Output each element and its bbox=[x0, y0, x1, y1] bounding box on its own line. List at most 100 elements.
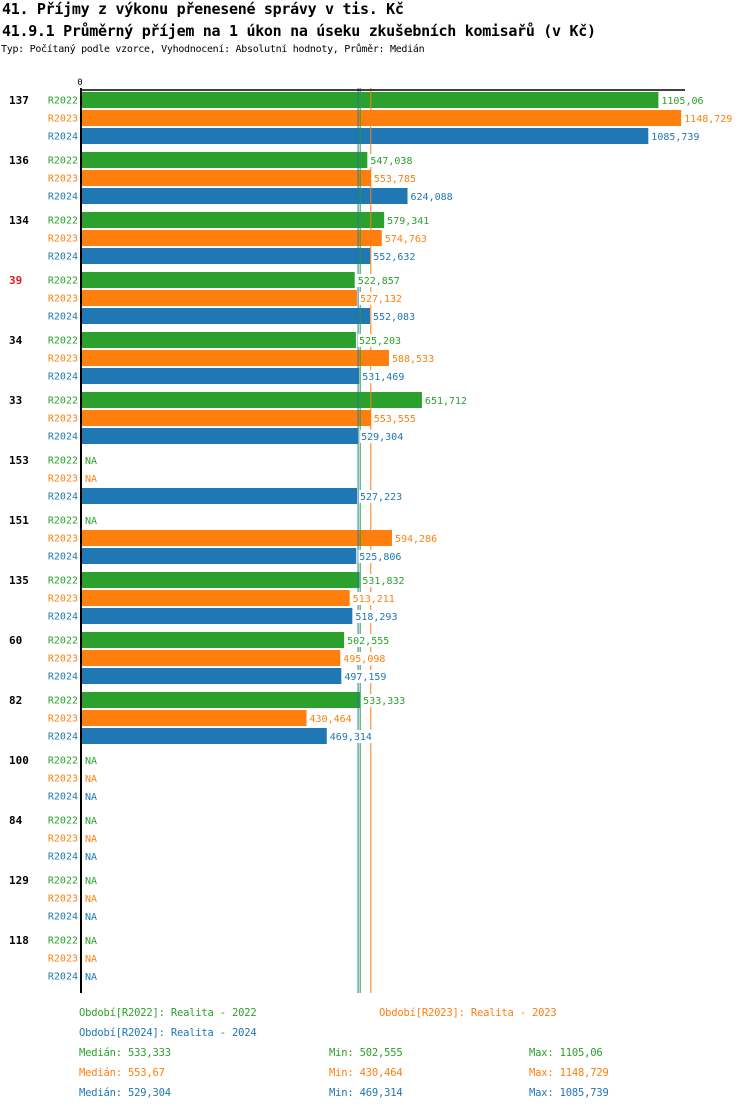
bar bbox=[82, 728, 327, 744]
legend-median-r2024: Medián: 529,304 bbox=[79, 1087, 171, 1099]
x-tick-label: 0 bbox=[77, 78, 82, 88]
value-label-bg bbox=[371, 310, 417, 323]
series-row-label: R2023 bbox=[48, 714, 78, 725]
category-label: 60 bbox=[9, 634, 22, 647]
value-label: 469,314 bbox=[330, 732, 372, 743]
value-label-bg bbox=[372, 412, 418, 425]
series-row-label: R2023 bbox=[48, 174, 78, 185]
series-row-label: R2023 bbox=[48, 594, 78, 605]
bar bbox=[82, 272, 355, 288]
value-label: 547,038 bbox=[370, 156, 412, 167]
value-label: 624,088 bbox=[411, 192, 453, 203]
bar bbox=[82, 392, 422, 408]
series-row-label: R2024 bbox=[48, 852, 78, 863]
category-label: 34 bbox=[9, 334, 23, 347]
na-label: NA bbox=[85, 792, 97, 803]
value-label-bg bbox=[84, 910, 99, 923]
series-row-label: R2023 bbox=[48, 834, 78, 845]
value-label-bg bbox=[84, 514, 99, 527]
bar bbox=[82, 212, 385, 228]
value-label: 495,098 bbox=[343, 654, 385, 665]
series-row-label: R2022 bbox=[48, 216, 78, 227]
value-label: 1105,06 bbox=[661, 96, 703, 107]
value-label: 497,159 bbox=[344, 672, 386, 683]
series-row-label: R2022 bbox=[48, 816, 78, 827]
value-label-bg bbox=[358, 292, 404, 305]
legend-median-r2023: Medián: 553,67 bbox=[79, 1067, 165, 1079]
series-row-label: R2022 bbox=[48, 276, 78, 287]
series-row-label: R2023 bbox=[48, 414, 78, 425]
value-label-bg bbox=[390, 352, 436, 365]
value-label-bg bbox=[358, 490, 404, 503]
bar bbox=[82, 548, 357, 564]
na-label: NA bbox=[85, 954, 97, 965]
value-label: 513,211 bbox=[353, 594, 395, 605]
series-row-label: R2024 bbox=[48, 612, 78, 623]
category-label: 39 bbox=[9, 274, 22, 287]
category-label: 153 bbox=[9, 454, 29, 467]
value-label-bg bbox=[369, 154, 415, 167]
series-row-label: R2023 bbox=[48, 954, 78, 965]
value-label-bg bbox=[357, 334, 403, 347]
bar bbox=[82, 608, 353, 624]
value-label: 531,469 bbox=[362, 372, 404, 383]
series-row-label: R2024 bbox=[48, 372, 78, 383]
series-row-label: R2022 bbox=[48, 576, 78, 587]
value-label-bg bbox=[84, 754, 99, 767]
series-row-label: R2023 bbox=[48, 534, 78, 545]
series-row-label: R2024 bbox=[48, 792, 78, 803]
value-label-bg bbox=[342, 652, 387, 665]
legend-max-r2024: Max: 1085,739 bbox=[529, 1087, 609, 1099]
na-label: NA bbox=[85, 936, 97, 947]
value-label-bg bbox=[84, 952, 99, 965]
value-label: 553,785 bbox=[374, 174, 416, 185]
series-row-label: R2024 bbox=[48, 732, 78, 743]
value-label-bg bbox=[84, 472, 99, 485]
series-row-label: R2024 bbox=[48, 672, 78, 683]
legend-period-r2023: Období[R2023]: Realita - 2023 bbox=[379, 1007, 557, 1019]
bar bbox=[82, 128, 649, 144]
value-label-bg bbox=[409, 190, 455, 203]
na-label: NA bbox=[85, 756, 97, 767]
bar bbox=[82, 428, 359, 444]
value-label-bg bbox=[84, 454, 99, 467]
na-label: NA bbox=[85, 774, 97, 785]
value-label: 1085,739 bbox=[651, 132, 699, 143]
value-label-bg bbox=[372, 172, 418, 185]
bar bbox=[82, 692, 361, 708]
value-label-bg bbox=[84, 850, 99, 863]
series-row-label: R2023 bbox=[48, 474, 78, 485]
na-label: NA bbox=[85, 834, 97, 845]
category-label: 135 bbox=[9, 574, 29, 587]
value-label: 531,832 bbox=[362, 576, 404, 587]
bar bbox=[82, 590, 350, 606]
value-label-bg bbox=[393, 532, 439, 545]
value-label-bg bbox=[383, 232, 429, 245]
bar bbox=[82, 290, 357, 306]
series-row-label: R2022 bbox=[48, 456, 78, 467]
value-label-bg bbox=[84, 790, 99, 803]
na-label: NA bbox=[85, 474, 97, 485]
na-label: NA bbox=[85, 816, 97, 827]
bar bbox=[82, 170, 371, 186]
series-row-label: R2022 bbox=[48, 876, 78, 887]
value-label: 525,806 bbox=[359, 552, 401, 563]
series-row-label: R2023 bbox=[48, 894, 78, 905]
value-label: 574,763 bbox=[385, 234, 427, 245]
value-label-bg bbox=[650, 130, 702, 143]
value-label: 430,464 bbox=[310, 714, 352, 725]
value-label: 522,857 bbox=[358, 276, 400, 287]
bar bbox=[82, 530, 392, 546]
series-row-label: R2024 bbox=[48, 552, 78, 563]
value-label: 533,333 bbox=[363, 696, 405, 707]
series-row-label: R2024 bbox=[48, 312, 78, 323]
value-label: 594,286 bbox=[395, 534, 437, 545]
series-row-label: R2022 bbox=[48, 636, 78, 647]
page-title: 41. Příjmy z výkonu přenesené správy v t… bbox=[2, 0, 404, 18]
legend-max-r2023: Max: 1148,729 bbox=[529, 1067, 609, 1079]
value-label-bg bbox=[84, 772, 99, 785]
legend-period-r2024: Období[R2024]: Realita - 2024 bbox=[79, 1027, 257, 1039]
bar bbox=[82, 230, 382, 246]
series-row-label: R2024 bbox=[48, 432, 78, 443]
value-label-bg bbox=[372, 250, 417, 263]
